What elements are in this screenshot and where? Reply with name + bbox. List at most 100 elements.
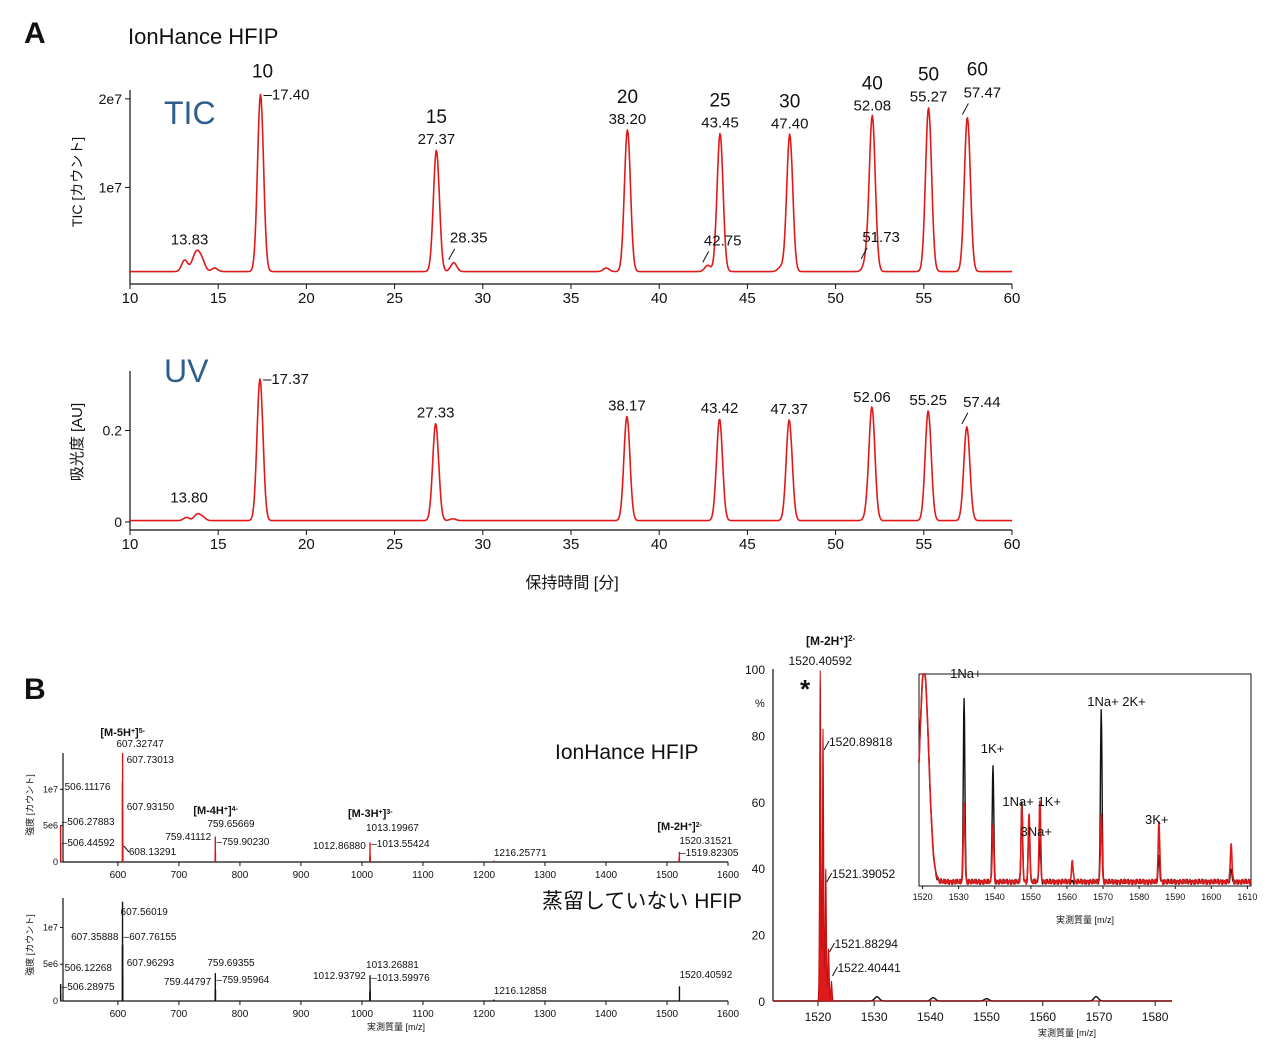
spec-bot-peak-label: 1520.40592 [679, 970, 732, 981]
tic-axes: 10 15 20 25 30 35 40 45 50 55 60 2e7 1e7 [99, 90, 1021, 307]
mass-spectrum-undistilled: 蒸留していない HFIP 強度 [カウント] 600 700 800 900 1000 1… [24, 890, 742, 1032]
spec-top-peak-label: 759.65669 [207, 819, 255, 830]
tic-y-axis-label: TIC [カウント] [69, 137, 85, 227]
spectrum-top-title: IonHance HFIP [555, 741, 699, 764]
spec-top-ion-label-charge: 3- [386, 809, 393, 816]
uv-trace-line [129, 378, 1013, 522]
tic-oligo-label: 40 [862, 74, 883, 95]
inset-x-tick-label: 1540 [985, 892, 1005, 902]
spec-bot-peak-label: 506.12268 [65, 963, 113, 974]
uv-peak-label: 52.06 [853, 389, 891, 406]
spec-top-ion-label-charge: 2- [696, 822, 703, 829]
spec-bot-peak-label: 759.44797 [164, 977, 212, 988]
zoom-peak-labels: 1520.40592 1520.89818 1521.39052 1521.88294… [789, 654, 901, 977]
tic-peak-label: 43.45 [701, 114, 739, 131]
inset-adduct-label: 3K+ [1145, 812, 1169, 827]
spectrum-bottom-peak-labels: 607.56019 607.35888 –607.76155 607.96293 506… [62, 907, 733, 997]
tic-oligo-label: 20 [617, 87, 638, 108]
spec-top-peak-label: –1519.82305 [680, 848, 739, 859]
uv-x-tick-label: 50 [827, 536, 844, 553]
zoom-y-tick-label: 60 [752, 796, 766, 810]
spec-top-ion-label-base: [M-5H [100, 727, 131, 739]
spec-top-x-tick-label: 1600 [717, 870, 740, 881]
spec-bot-y-tick-label: 0 [53, 996, 58, 1006]
spec-bot-y-tick-label: 5e6 [43, 959, 58, 969]
uv-peak-label: 13.80 [170, 490, 208, 507]
spec-top-y-tick-label: 1e7 [43, 784, 58, 794]
uv-x-tick-label: 20 [298, 536, 315, 553]
inset-adduct-label: 3Na+ [1020, 824, 1051, 839]
spec-top-peak-label: 607.32747 [116, 739, 164, 750]
zoom-y-tick-label: 0 [758, 995, 765, 1009]
uv-peak-label: 27.33 [417, 405, 455, 422]
spec-top-peak-label: 1520.31521 [679, 836, 732, 847]
zoom-ion-label: [M-2H+]2- [806, 634, 855, 649]
spec-top-x-tick-label: 1500 [656, 870, 679, 881]
spec-bot-peak-label: –607.76155 [124, 932, 177, 943]
spec-top-ion-label-bracket: ] [383, 808, 387, 820]
tic-x-tick-label: 40 [651, 290, 668, 307]
uv-peak-label: 38.17 [608, 397, 646, 414]
inset-annotations: 1Na+ 1K+ 1Na+ 1K+ 3Na+ 1Na+ 2K+ 3K+ [950, 666, 1168, 839]
zoom-red-trace [773, 670, 1172, 1002]
spec-bot-x-tick-label: 900 [293, 1009, 310, 1020]
spec-top-x-tick-label: 1100 [412, 870, 434, 881]
tic-peak-label: 52.08 [854, 98, 892, 115]
uv-x-tick-label: 30 [474, 536, 491, 553]
spec-top-ion-label-plus: + [379, 809, 383, 816]
uv-chromatogram: UV 吸光度 [AU] 10 15 20 25 30 35 40 45 50 55 60 0.2 0 –… [69, 353, 1020, 592]
zoom-x-axis-label: 実測質量 [m/z] [1038, 1027, 1096, 1038]
spec-top-ion-label: [M-5H+]5- [100, 727, 145, 739]
uv-peak-label: 47.37 [770, 401, 808, 418]
spec-top-ion-label-bracket: ] [692, 821, 696, 833]
tic-y-tick-label: 2e7 [99, 91, 123, 107]
spec-top-peak-label: –759.90230 [216, 837, 269, 848]
zoom-y-tick-label: 100 [745, 663, 765, 677]
uv-x-tick-label: 40 [651, 536, 668, 553]
spectrum-bottom-y-axis-label: 強度 [カウント] [24, 914, 35, 976]
uv-peak-label: –17.37 [263, 371, 309, 388]
uv-x-tick-label: 35 [563, 536, 580, 553]
spec-top-ion-label-base: [M-2H [657, 821, 688, 833]
panel-a-legend-label: IonHance HFIP [128, 24, 278, 49]
zoom-x-tick-label: 1550 [973, 1010, 1000, 1024]
spectrum-top-y-axis-label: 強度 [カウント] [24, 774, 35, 836]
spec-bot-x-tick-label: 1600 [717, 1009, 740, 1020]
uv-leader-line [961, 412, 969, 425]
spec-top-ion-label-bracket: ] [135, 727, 139, 739]
tic-chromatogram: TIC TIC [カウント] 10 15 20 25 30 35 40 45 50 55 60 2e7… [69, 59, 1020, 307]
tic-peak-label: 51.73 [862, 229, 900, 246]
tic-oligo-label: 60 [967, 59, 988, 80]
tic-x-tick-label: 60 [1004, 290, 1021, 307]
tic-x-tick-label: 25 [386, 290, 403, 307]
spec-top-ion-label-plus: + [224, 806, 228, 813]
zoom-leader-line [832, 966, 838, 977]
uv-x-tick-label: 60 [1004, 536, 1021, 553]
zoom-axes: 1520 1530 1540 1550 1560 1570 1580 100 80 60 40 20 0 [745, 663, 1172, 1024]
spec-bot-peak-label: 759.69355 [207, 958, 255, 969]
zoom-x-tick-label: 1580 [1142, 1010, 1169, 1024]
tic-leader-line [702, 251, 710, 263]
uv-x-tick-label: 55 [915, 536, 932, 553]
spec-bot-x-tick-label: 1500 [656, 1009, 679, 1020]
tic-y-tick-label: 1e7 [99, 179, 123, 195]
zoom-y-tick-label: 40 [752, 862, 766, 876]
spec-bot-peak-label: 607.56019 [121, 907, 169, 918]
inset-traces [918, 673, 1252, 886]
spec-bot-peak-label: 607.35888 [71, 932, 119, 943]
spec-bot-peak-label: 1013.26881 [366, 960, 419, 971]
inset-x-tick-label: 1560 [1057, 892, 1077, 902]
spec-top-peak-label: –1013.55424 [371, 839, 430, 850]
tic-peak-label: 28.35 [450, 230, 488, 247]
tic-oligo-label: 15 [426, 107, 447, 128]
spec-top-ion-label-plus: + [688, 822, 692, 829]
tic-x-tick-label: 45 [739, 290, 756, 307]
spec-top-x-tick-label: 1400 [595, 870, 618, 881]
inset-x-tick-label: 1610 [1237, 892, 1257, 902]
zoom-ion-label-base: [M-2H [806, 634, 839, 648]
zoom-peak-label: 1522.40441 [837, 961, 901, 975]
tic-x-tick-label: 30 [474, 290, 491, 307]
inset-axes: 1520 1530 1540 1550 1560 1570 1580 1590 1600 1610 [913, 673, 1257, 902]
spec-bot-x-tick-label: 1100 [412, 1009, 434, 1020]
spec-top-peak-label: 759.41112 [165, 832, 211, 843]
